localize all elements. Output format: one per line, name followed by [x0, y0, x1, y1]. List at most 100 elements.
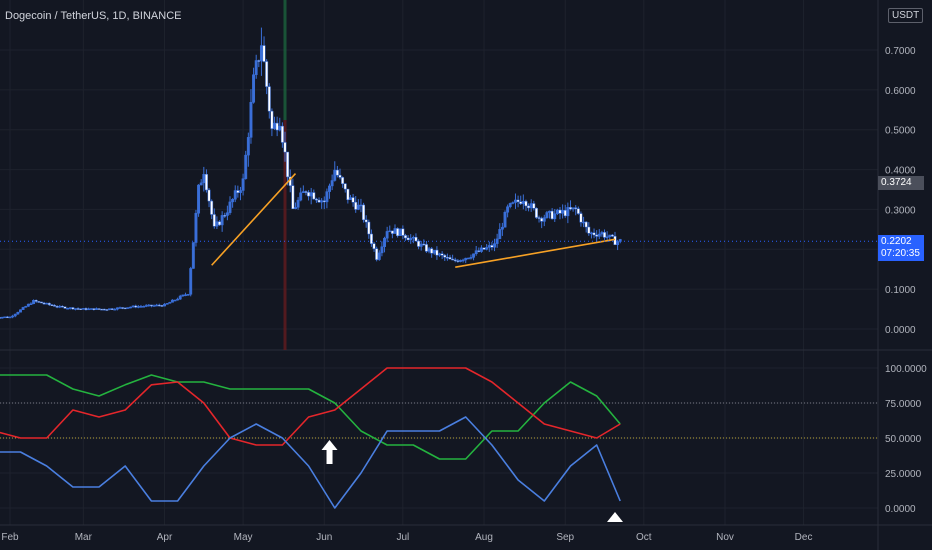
- candle-body: [173, 299, 177, 302]
- candle-body: [215, 221, 219, 227]
- candle-body: [506, 206, 510, 213]
- candle-body: [202, 174, 206, 184]
- candle-body: [443, 255, 447, 258]
- x-tick-label: Dec: [795, 532, 813, 543]
- candle-body: [312, 192, 316, 200]
- candle-body: [21, 307, 25, 310]
- candle-body: [524, 201, 528, 207]
- candle-body: [584, 221, 588, 228]
- candle-body: [283, 142, 287, 153]
- candle-body: [108, 308, 111, 310]
- candle-body: [291, 185, 295, 210]
- candle-body: [176, 298, 180, 301]
- candle-body: [349, 197, 352, 200]
- candle-body: [239, 190, 242, 193]
- candle-body: [333, 169, 337, 181]
- candle-body: [456, 260, 460, 262]
- candle-body: [121, 307, 125, 309]
- candle-body: [252, 74, 256, 103]
- price-tick-label: 0.0000: [885, 325, 916, 336]
- candle-body: [100, 308, 104, 311]
- green-series-line: [0, 374, 621, 460]
- candle-body: [582, 221, 586, 224]
- candle-body: [113, 308, 117, 311]
- candle-body: [265, 61, 269, 87]
- candle-body: [262, 45, 266, 62]
- candle-body: [608, 234, 612, 238]
- x-tick-label: Sep: [556, 532, 574, 543]
- last-price-value: 0.2202: [881, 236, 912, 247]
- price-tick-label: 0.6000: [885, 86, 916, 97]
- candle-body: [267, 86, 271, 112]
- candle-body: [369, 233, 373, 244]
- candle-body: [270, 110, 274, 129]
- candle-body: [152, 305, 156, 307]
- candle-body: [469, 257, 473, 259]
- candle-body: [613, 236, 617, 245]
- candle-body: [94, 308, 98, 310]
- up-arrow-icon: [321, 440, 338, 464]
- candle-body: [131, 305, 135, 308]
- candle-body: [375, 248, 379, 260]
- candle-body: [503, 212, 507, 228]
- candle-body: [233, 190, 237, 200]
- candle-body: [296, 199, 300, 208]
- osc-tick-label: 50.0000: [885, 434, 922, 445]
- candle-body: [55, 306, 59, 308]
- candle-body: [474, 250, 478, 255]
- candle-body: [427, 248, 431, 252]
- candle-body: [605, 236, 609, 239]
- candle-body: [68, 307, 72, 309]
- candle-body: [39, 301, 43, 304]
- candle-body: [451, 258, 455, 261]
- candle-body: [212, 214, 216, 227]
- candle-body: [561, 210, 565, 214]
- candle-body: [409, 237, 413, 241]
- candle-body: [309, 192, 313, 197]
- candle-body: [576, 208, 580, 214]
- candle-body: [8, 316, 12, 319]
- candle-body: [385, 231, 389, 239]
- candle-body: [388, 230, 392, 233]
- candle-body: [26, 303, 30, 307]
- candle-body: [155, 304, 159, 307]
- currency-button[interactable]: USDT: [888, 8, 924, 23]
- candle-body: [521, 201, 525, 204]
- candle-body: [351, 197, 355, 203]
- current-time-marker-icon: [607, 512, 623, 522]
- candle-body: [438, 253, 441, 256]
- candle-body: [383, 237, 386, 247]
- candle-body: [540, 218, 544, 222]
- candle-body: [210, 200, 214, 215]
- candle-body: [430, 248, 434, 254]
- candle-body: [322, 200, 326, 203]
- candle-body: [550, 210, 554, 220]
- candle-body: [19, 309, 22, 313]
- candle-body: [53, 305, 56, 307]
- x-tick-label: Oct: [636, 532, 652, 543]
- candle-body: [390, 230, 394, 234]
- candle-body: [170, 299, 174, 303]
- candle-body: [603, 232, 606, 238]
- candle-body: [435, 249, 439, 256]
- candle-body: [71, 307, 75, 310]
- candle-body: [16, 311, 20, 315]
- candle-body: [511, 202, 515, 204]
- candle-body: [76, 308, 80, 310]
- candle-body: [42, 302, 46, 305]
- candle-body: [406, 237, 410, 241]
- candle-body: [118, 307, 122, 309]
- candle-body: [280, 125, 284, 143]
- candle-body: [191, 242, 195, 269]
- candle-body: [181, 294, 185, 297]
- candle-body: [144, 305, 148, 307]
- candle-body: [362, 204, 366, 221]
- candle-body: [317, 199, 321, 203]
- osc-tick-label: 0.0000: [885, 504, 916, 515]
- x-tick-label: Mar: [75, 532, 93, 543]
- candle-body: [0, 316, 4, 319]
- trendline-2: [455, 238, 616, 269]
- candle-body: [404, 235, 407, 239]
- candle-body: [563, 210, 567, 217]
